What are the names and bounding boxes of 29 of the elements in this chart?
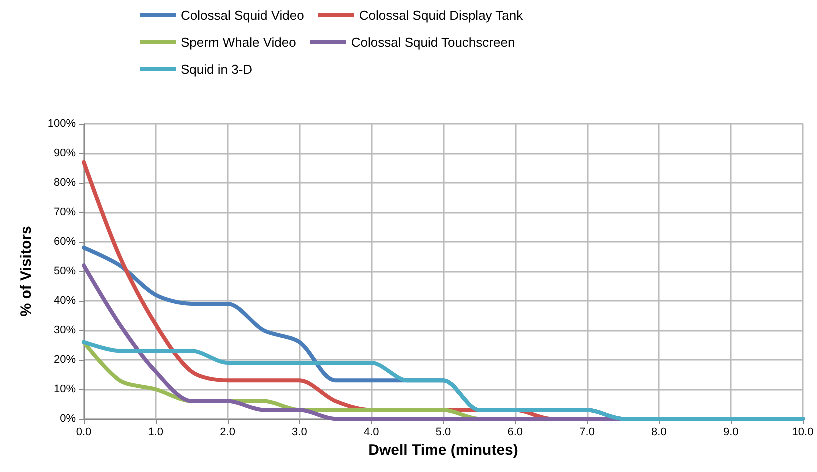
legend-label: Sperm Whale Video	[181, 35, 296, 50]
y-axis-title: % of Visitors	[18, 226, 35, 317]
y-tick-label: 100%	[48, 118, 76, 130]
x-tick-label: 5.0	[436, 426, 452, 438]
y-tick-label: 80%	[54, 177, 76, 189]
y-tick-label: 10%	[54, 384, 76, 396]
x-tick-label: 6.0	[508, 426, 524, 438]
x-tick-label: 0.0	[76, 426, 92, 438]
y-tick-label: 40%	[54, 295, 76, 307]
x-tick-label: 8.0	[652, 426, 667, 438]
y-tick-label: 90%	[54, 148, 76, 160]
x-tick-label: 4.0	[364, 426, 380, 438]
legend-label: Colossal Squid Display Tank	[359, 8, 524, 23]
x-tick-label: 9.0	[723, 426, 739, 438]
x-tick-label: 7.0	[580, 426, 595, 438]
x-tick-label: 3.0	[292, 426, 308, 438]
x-tick-label: 1.0	[148, 426, 164, 438]
legend-label: Colossal Squid Video	[181, 8, 304, 23]
y-tick-label: 0%	[60, 413, 76, 425]
legend-label: Squid in 3-D	[181, 62, 253, 77]
y-tick-label: 30%	[54, 324, 76, 336]
y-tick-label: 60%	[54, 236, 76, 248]
y-tick-label: 50%	[54, 266, 76, 278]
x-axis-title: Dwell Time (minutes)	[368, 442, 518, 459]
x-tick-label: 2.0	[220, 426, 236, 438]
x-tick-label: 10.0	[792, 426, 814, 438]
legend-label: Colossal Squid Touchscreen	[351, 35, 516, 50]
y-tick-label: 20%	[54, 354, 76, 366]
y-tick-label: 70%	[54, 206, 76, 218]
